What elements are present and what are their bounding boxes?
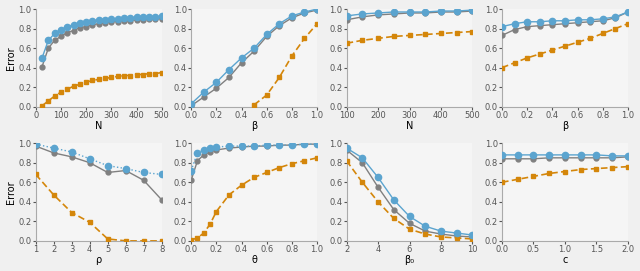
X-axis label: N: N [406, 121, 413, 131]
X-axis label: θ: θ [251, 256, 257, 265]
Y-axis label: Error: Error [6, 180, 15, 204]
X-axis label: c: c [562, 256, 568, 265]
X-axis label: N: N [95, 121, 102, 131]
Y-axis label: Error: Error [6, 46, 15, 70]
X-axis label: β: β [251, 121, 257, 131]
X-axis label: β₀: β₀ [404, 256, 415, 265]
X-axis label: β: β [562, 121, 568, 131]
X-axis label: ρ: ρ [95, 256, 102, 265]
